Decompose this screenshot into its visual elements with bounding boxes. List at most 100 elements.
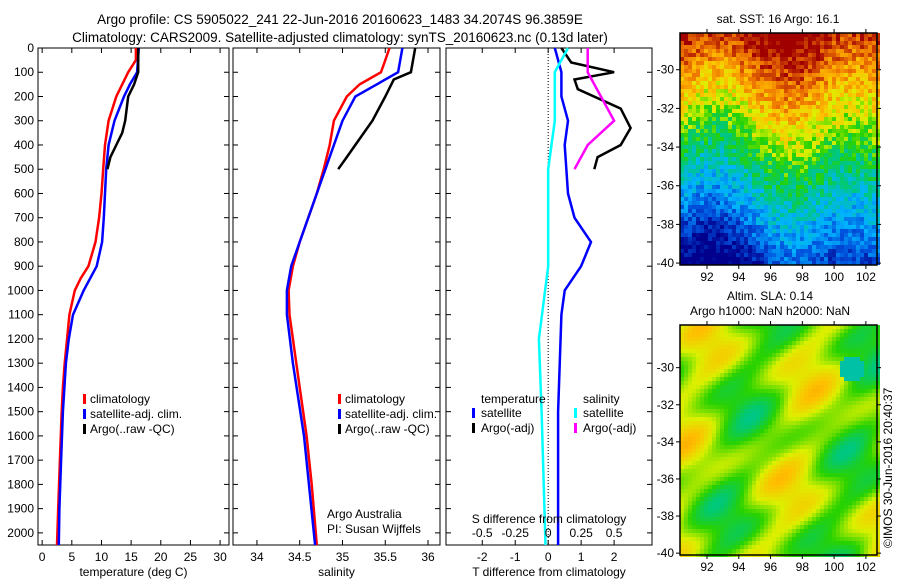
map-cell: [760, 217, 764, 221]
map-cell: [804, 341, 808, 345]
map-cell: [772, 217, 776, 221]
map-cell: [748, 85, 752, 89]
map-cell: [704, 97, 708, 101]
map-cell: [796, 161, 800, 165]
map-cell: [752, 37, 756, 41]
map-cell: [744, 457, 748, 461]
map-cell: [724, 353, 728, 357]
map-cell: [700, 209, 704, 213]
map-cell: [732, 349, 736, 353]
map-cell: [744, 117, 748, 121]
map-cell: [728, 353, 732, 357]
annotation-pi: PI: Susan Wijffels: [327, 522, 421, 536]
map-cell: [788, 165, 792, 169]
map-cell: [708, 441, 712, 445]
map-cell: [824, 85, 828, 89]
map-cell: [820, 245, 824, 249]
map-cell: [796, 237, 800, 241]
map-cell: [700, 357, 704, 361]
map-cell: [720, 437, 724, 441]
map-cell: [724, 341, 728, 345]
map-cell: [780, 117, 784, 121]
map-cell: [764, 413, 768, 417]
map-cell: [804, 157, 808, 161]
map-cell: [872, 413, 876, 417]
map-cell: [864, 41, 868, 45]
map-cell: [712, 353, 716, 357]
map-cell: [784, 129, 788, 133]
map-cell: [852, 361, 856, 365]
map-cell: [692, 373, 696, 377]
map-cell: [740, 185, 744, 189]
map-cell: [792, 125, 796, 129]
map-cell: [816, 381, 820, 385]
map-cell: [704, 149, 708, 153]
map-cell: [712, 177, 716, 181]
map-cell: [728, 389, 732, 393]
map-cell: [776, 465, 780, 469]
map-cell: [864, 369, 868, 373]
map-cell: [792, 257, 796, 261]
map-cell: [872, 133, 876, 137]
map-cell: [832, 141, 836, 145]
map-cell: [712, 409, 716, 413]
map-cell: [704, 337, 708, 341]
map-cell: [848, 105, 852, 109]
map-cell: [732, 421, 736, 425]
map-cell: [772, 121, 776, 125]
map-cell: [772, 177, 776, 181]
y-tick-label: 1400: [7, 380, 34, 394]
map-cell: [700, 125, 704, 129]
map-cell: [696, 49, 700, 53]
map-cell: [792, 117, 796, 121]
map-cell: [824, 201, 828, 205]
map-cell: [784, 201, 788, 205]
map-cell: [700, 57, 704, 61]
map-cell: [836, 337, 840, 341]
map-cell: [824, 257, 828, 261]
map-cell: [840, 417, 844, 421]
map-cell: [764, 361, 768, 365]
map-cell: [780, 57, 784, 61]
map-cell: [780, 345, 784, 349]
map-cell: [840, 65, 844, 69]
map-cell: [728, 237, 732, 241]
map-cell: [700, 221, 704, 225]
map-cell: [872, 213, 876, 217]
map-cell: [784, 413, 788, 417]
map-cell: [756, 397, 760, 401]
map-cell: [740, 413, 744, 417]
map-cell: [844, 165, 848, 169]
map-cell: [712, 237, 716, 241]
map-cell: [744, 357, 748, 361]
x-tick-label: 0: [545, 550, 552, 564]
map-cell: [684, 237, 688, 241]
map-cell: [812, 221, 816, 225]
map-cell: [844, 429, 848, 433]
map-cell: [740, 461, 744, 465]
map-cell: [692, 377, 696, 381]
map-cell: [800, 405, 804, 409]
x-axis-label: salinity: [318, 565, 355, 579]
map-cell: [872, 53, 876, 57]
map-cell: [776, 457, 780, 461]
map-cell: [828, 45, 832, 49]
map-cell: [704, 181, 708, 185]
map-cell: [692, 437, 696, 441]
map-cell: [700, 401, 704, 405]
map-cell: [844, 417, 848, 421]
map-cell: [820, 329, 824, 333]
map-cell: [860, 189, 864, 193]
map-cell: [688, 345, 692, 349]
map-cell: [712, 429, 716, 433]
map-cell: [860, 417, 864, 421]
map-cell: [748, 165, 752, 169]
map-cell: [864, 401, 868, 405]
map-cell: [844, 465, 848, 469]
map-cell: [768, 417, 772, 421]
legend-swatch: [472, 423, 475, 433]
map-cell: [872, 253, 876, 257]
map-cell: [724, 453, 728, 457]
map-cell: [804, 101, 808, 105]
map-cell: [732, 377, 736, 381]
